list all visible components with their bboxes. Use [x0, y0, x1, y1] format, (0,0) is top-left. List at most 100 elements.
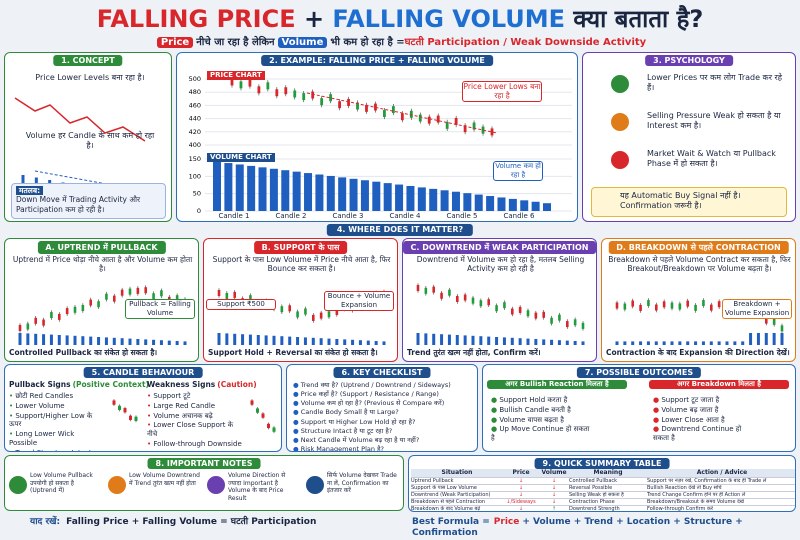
candle [50, 312, 53, 319]
callout: Pullback = Falling Volume [125, 299, 195, 319]
table-cell: ↓ [539, 477, 569, 484]
candle [764, 317, 768, 324]
candle [73, 306, 77, 313]
list-item: ● Up Move Continue हो सकता है [491, 425, 591, 443]
y-tick-label: 0 [197, 207, 201, 215]
sub-title: अगर Breakdown मिलता है [649, 380, 789, 389]
volume-bar [89, 336, 93, 345]
candle [670, 302, 674, 309]
volume-bar [292, 171, 301, 211]
volume-bar [258, 167, 267, 211]
table-cell: Contraction Phase [569, 498, 647, 505]
bullet: ● [491, 405, 500, 414]
candle [581, 322, 585, 329]
candle [81, 305, 85, 312]
candle [249, 295, 252, 302]
list-item: ● Price कहाँ है? (Support / Resistance /… [293, 390, 453, 398]
candle [329, 94, 333, 102]
label: Weakness Signs [147, 380, 216, 389]
volume-bar [615, 341, 619, 345]
outcomes-panel: 7. POSSIBLE OUTCOMES अगर Bullish Reaction… [482, 364, 796, 452]
y-tick-label: 100 [189, 172, 201, 180]
icon [306, 476, 324, 494]
candle [34, 317, 38, 324]
table-header: Volume [539, 469, 569, 477]
list-item: ● Volume कम हो रहा है? (Previous से Comp… [293, 399, 453, 407]
volume-bar [479, 336, 483, 345]
bullet: • [9, 392, 16, 400]
volume-bar [487, 336, 491, 345]
volume-bar [701, 341, 705, 345]
list-item: • Lower Close Support के नीचे [147, 421, 242, 439]
volume-bar [725, 341, 729, 345]
volume-bar [764, 333, 768, 345]
table-header: Price [503, 469, 539, 477]
candle [280, 306, 284, 313]
candle [89, 299, 93, 306]
table-cell: ↓/Sideways [503, 498, 539, 505]
volume-bar [49, 334, 53, 345]
candle [311, 314, 315, 321]
panel-title: 5. CANDLE BEHAVIOUR [83, 367, 203, 378]
candle [615, 302, 619, 309]
card: C. DOWNTREND में WEAK PARTICIPATION Downt… [402, 238, 597, 362]
table-header: Meaning [569, 469, 647, 477]
subtitle-part: Price [156, 37, 194, 48]
arrow [306, 92, 498, 134]
list-item: • Large Red Candle [147, 402, 242, 411]
volume-bar [97, 337, 101, 345]
candle [565, 321, 569, 328]
candle [471, 297, 475, 304]
list-item: ● Volume वापस बढ़ता है [491, 416, 591, 425]
where-section: 4. WHERE DOES IT MATTER? A. UPTREND में P… [4, 224, 796, 362]
candle [694, 304, 697, 311]
icon [9, 476, 27, 494]
item-text: Support टूट जाता है [661, 396, 720, 404]
candle [152, 293, 155, 300]
psychology-panel: 3. PSYCHOLOGY Lower Prices पर कम लोग Trad… [582, 52, 796, 222]
volume-bar [383, 183, 392, 211]
x-tick-label: Candle 4 [389, 212, 421, 220]
volume-bar [281, 170, 290, 211]
volume-bar [756, 333, 760, 345]
sub-title: Pullback Signs (Positive Context) [9, 380, 149, 389]
candle [248, 79, 252, 87]
bullet: • [147, 401, 154, 410]
volume-bar [455, 335, 459, 345]
tag: (Caution) [217, 380, 257, 389]
candle [487, 299, 491, 306]
bullet: • [147, 421, 154, 430]
volume-bar [662, 341, 666, 345]
volume-bar [235, 164, 244, 211]
bullet: ● [293, 444, 301, 452]
card: D. BREAKDOWN से पहले CONTRACTION Breakdow… [601, 238, 796, 362]
panel-title: 3. PSYCHOLOGY [645, 55, 733, 66]
table-header: Situation [411, 469, 503, 477]
volume-bar [256, 335, 260, 345]
icon [108, 476, 126, 494]
illustration [250, 399, 276, 434]
volume-bar [311, 337, 315, 345]
volume-bar [416, 333, 420, 345]
volume-bar [518, 338, 522, 345]
volume-bar [447, 334, 451, 345]
volume-bar [272, 335, 276, 345]
candle [455, 295, 459, 302]
volume-bar [374, 341, 378, 345]
table-panel: 9. QUICK SUMMARY TABLE Situation Price Volu… [408, 455, 796, 512]
note: सिर्फ Volume देखकर Trade ना लें, Confirm… [327, 472, 397, 494]
y-tick-label: 500 [189, 75, 201, 83]
volume-bar [497, 197, 506, 211]
title: FALLING PRICE + FALLING VOLUME क्या बतात… [0, 2, 800, 35]
icon [611, 113, 629, 131]
list-item: ● Volume बढ़ जाता है [653, 406, 753, 415]
y-tick-label: 440 [189, 115, 201, 123]
item-text: Volume बढ़ जाता है [661, 405, 719, 414]
candle [320, 98, 324, 106]
volume-bar [631, 341, 635, 345]
card-title: D. BREAKDOWN से पहले CONTRACTION [608, 241, 789, 254]
candle [490, 128, 494, 136]
volume-bar [303, 337, 307, 345]
volume-bar [463, 193, 472, 211]
volume-bar [686, 341, 690, 345]
